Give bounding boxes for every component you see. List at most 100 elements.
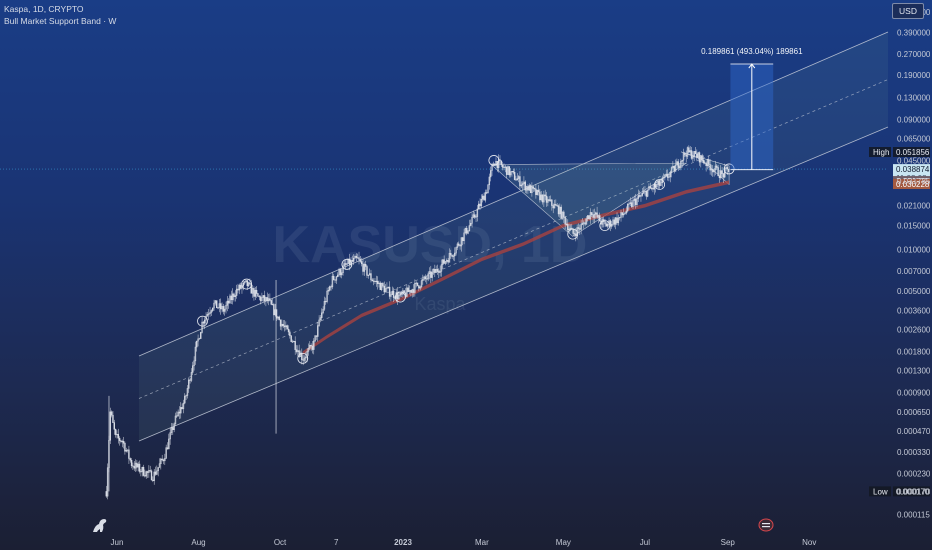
candle-body (523, 181, 525, 184)
candle-body (259, 296, 262, 301)
candle-body (563, 211, 565, 218)
candle-body (343, 263, 346, 267)
candle-body (577, 227, 580, 229)
y-tick-label: 0.000650 (897, 408, 931, 417)
candle-body (124, 442, 126, 452)
candle-body (174, 415, 177, 425)
candle-body (122, 441, 125, 444)
candle-body (648, 186, 650, 191)
candle-body (507, 166, 509, 175)
candle-body (424, 276, 427, 279)
candle-body (672, 165, 674, 168)
candle-body (118, 437, 121, 441)
candle-body (713, 169, 715, 173)
candle-body (688, 147, 690, 153)
candle-body (283, 325, 286, 328)
candle-body (286, 325, 288, 330)
candle-body (553, 204, 556, 209)
candle-body (555, 204, 557, 206)
candle-body (153, 471, 155, 481)
candle-body (508, 166, 510, 176)
candle-body (551, 199, 553, 206)
candle-body (684, 152, 686, 156)
candle-body (629, 202, 632, 204)
candle-body (669, 172, 671, 178)
candle-body (575, 233, 577, 237)
candle-body (372, 280, 375, 282)
candle-body (279, 319, 282, 327)
candle-body (434, 269, 436, 273)
candle-body (633, 198, 636, 201)
candle-body (109, 411, 111, 441)
currency-button[interactable]: USD (892, 3, 924, 19)
scroll-to-latest-icon[interactable] (758, 518, 774, 532)
candle-body (560, 206, 562, 219)
candle-body (436, 268, 439, 272)
candle-body (499, 159, 501, 162)
candle-body (634, 198, 637, 205)
candle-body (291, 341, 294, 343)
candle-body (617, 217, 620, 224)
candle-body (418, 285, 420, 289)
candle-body (677, 161, 679, 168)
candle-body (170, 427, 173, 433)
candle-body (500, 160, 503, 166)
candle-body (535, 188, 537, 195)
candle-body (121, 441, 123, 443)
candle-body (339, 269, 342, 276)
candle-body (297, 350, 299, 352)
candle-body (403, 290, 405, 294)
y-tick-label: 0.270000 (897, 50, 931, 59)
candle-body (363, 264, 366, 272)
candle-body (251, 288, 254, 294)
candle-body (321, 312, 323, 318)
candle-body (194, 346, 197, 362)
candle-body (438, 271, 440, 273)
candle-body (467, 230, 469, 234)
candle-body (636, 198, 638, 205)
candle-body (613, 219, 616, 225)
candle-body (161, 458, 163, 461)
x-tick-label: Aug (191, 538, 205, 547)
candle-body (584, 222, 586, 225)
candle-body (657, 180, 659, 185)
candle-body (152, 479, 154, 481)
candle-body (128, 449, 130, 459)
candle-body (208, 313, 210, 315)
candle-body (474, 214, 476, 218)
candle-body (471, 216, 473, 224)
candle-body (319, 317, 322, 321)
candle-body (380, 283, 383, 290)
candle-body (209, 312, 211, 315)
candle-body (338, 269, 340, 276)
candle-body (168, 438, 170, 450)
dinosaur-logo-icon[interactable] (90, 515, 110, 535)
candle-body (557, 205, 560, 215)
candle-body (382, 283, 384, 287)
candle-body (154, 471, 157, 475)
candle-body (287, 328, 290, 333)
candle-body (721, 170, 723, 174)
candle-body (463, 232, 465, 242)
candle-body (705, 163, 707, 167)
candle-body (318, 319, 320, 326)
candle-body (662, 177, 665, 179)
candle-body (685, 154, 687, 157)
candle-body (559, 206, 561, 215)
x-tick-label: Jun (111, 538, 124, 547)
candle-body (229, 295, 231, 304)
candle-body (323, 301, 326, 310)
candle-body (704, 162, 706, 164)
indicator-title[interactable]: Bull Market Support Band · W (4, 16, 117, 26)
candle-body (447, 260, 449, 263)
candle-body (464, 227, 467, 234)
x-tick-label: Sep (721, 538, 736, 547)
candle-body (113, 422, 115, 430)
candle-body (317, 325, 319, 337)
y-tick-label: 0.001800 (897, 347, 931, 356)
candle-body (192, 365, 194, 373)
candle-body (681, 159, 683, 162)
candle-body (430, 271, 432, 278)
